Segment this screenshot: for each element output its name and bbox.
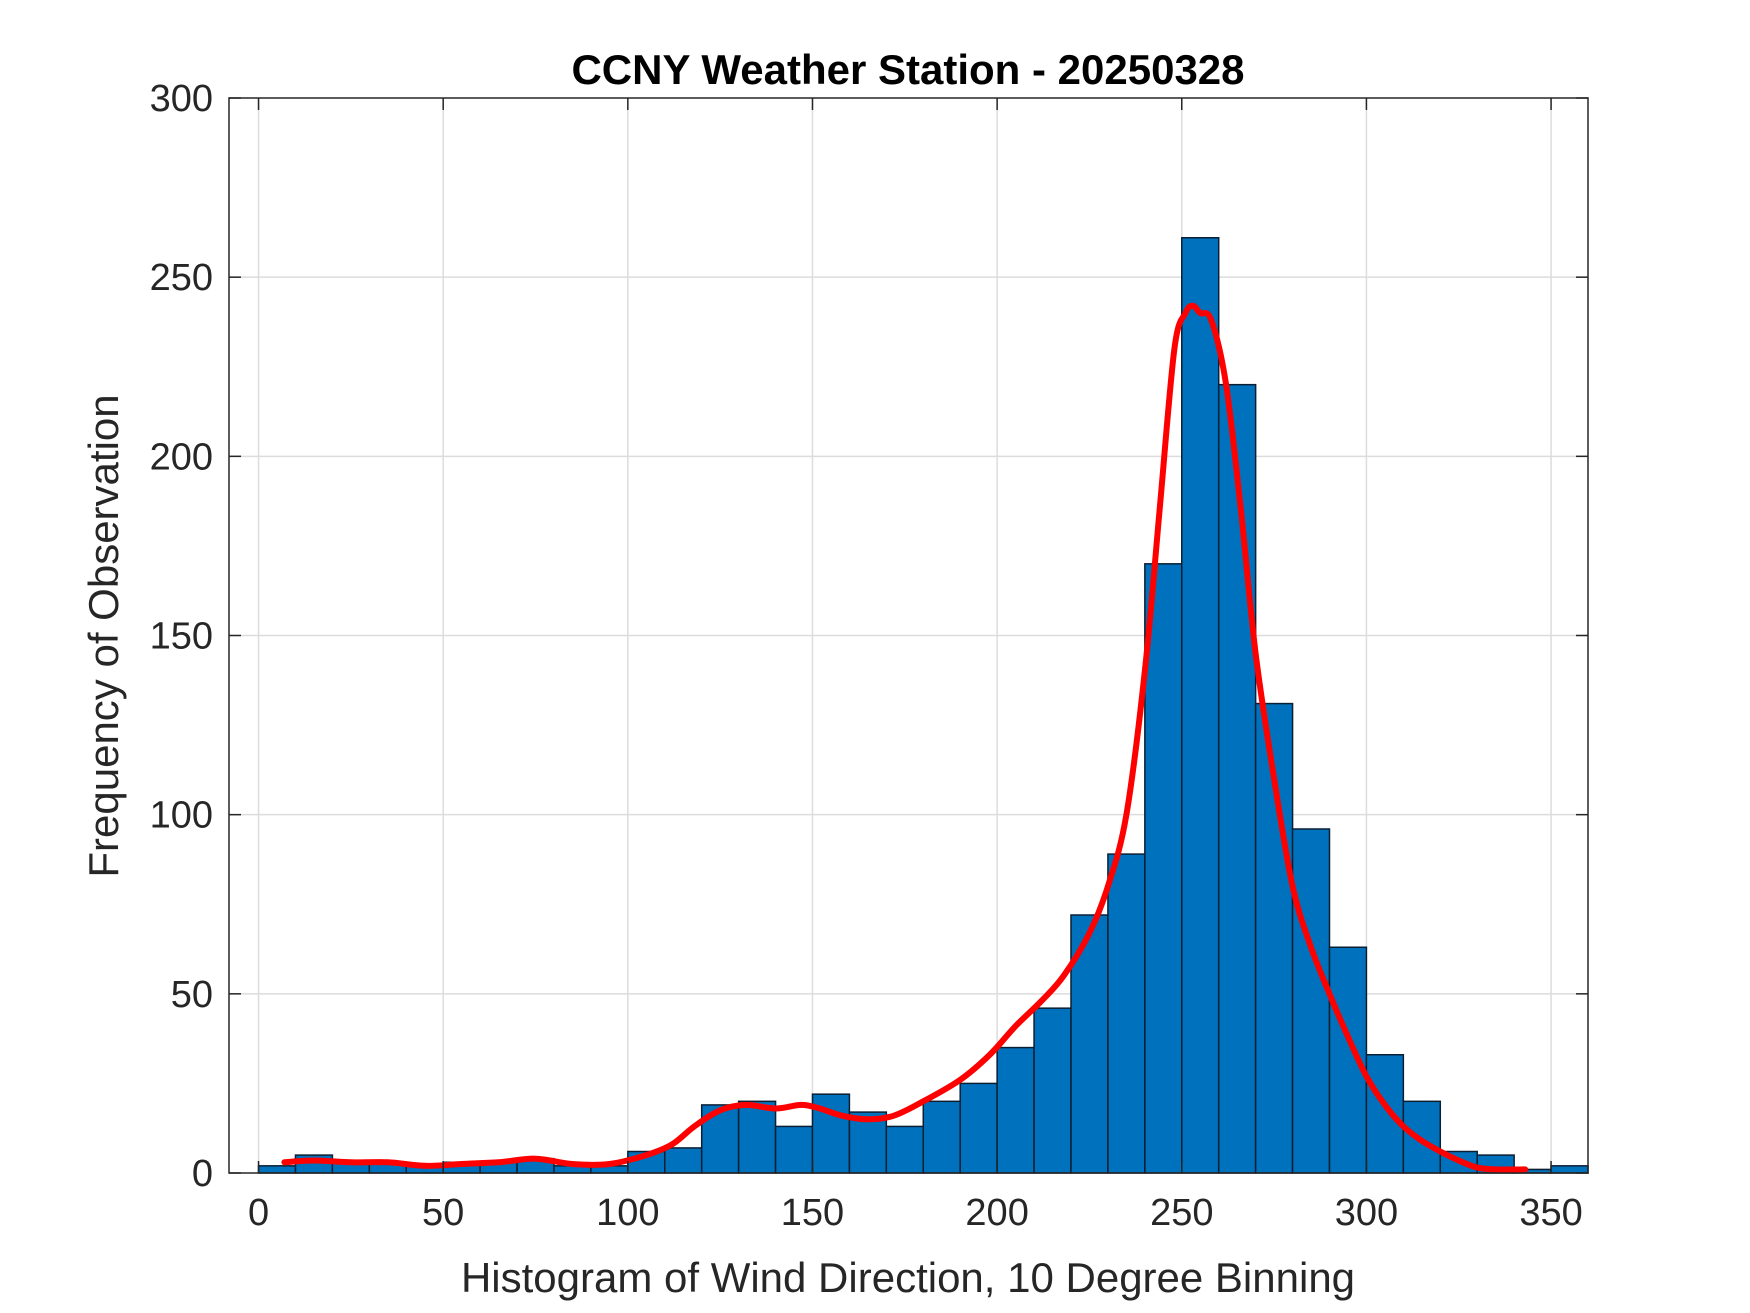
x-tick-labels: 0 50 100 150 200 250 300 350 (248, 1192, 1583, 1234)
y-tick-label: 100 (150, 795, 213, 837)
y-tick-label: 50 (171, 974, 213, 1016)
histogram-bar (774, 1125, 814, 1174)
x-tick-label: 350 (1519, 1192, 1582, 1234)
density-curve (281, 302, 1529, 1173)
y-axis-label: Frequency of Observation (80, 394, 127, 877)
histogram-bar (1365, 1054, 1405, 1174)
y-tick-label: 200 (150, 436, 213, 478)
histogram-bar (1217, 383, 1257, 1174)
y-tick-labels: 0 50 100 150 200 250 300 (150, 78, 213, 1195)
histogram-bar (1107, 853, 1146, 1174)
x-tick-label: 150 (781, 1192, 844, 1234)
chart-title: CCNY Weather Station - 20250328 (571, 46, 1244, 93)
x-axis-label: Histogram of Wind Direction, 10 Degree B… (461, 1254, 1355, 1301)
x-tick-label: 200 (965, 1192, 1028, 1234)
histogram-bar (996, 1046, 1035, 1174)
histogram-bar (257, 1165, 297, 1174)
y-tick-label: 250 (150, 257, 213, 299)
histogram-bar (959, 1082, 998, 1174)
tick-marks (229, 97, 1588, 1174)
x-tick-label: 250 (1150, 1192, 1213, 1234)
y-tick-label: 150 (150, 616, 213, 658)
x-tick-label: 300 (1335, 1192, 1398, 1234)
histogram-bar (1550, 1165, 1589, 1174)
x-tick-label: 100 (596, 1192, 659, 1234)
histogram-bar (1402, 1100, 1442, 1174)
histogram-bar (922, 1100, 961, 1174)
x-tick-label: 0 (248, 1192, 269, 1234)
y-tick-label: 300 (150, 78, 213, 120)
grid (229, 98, 1588, 1173)
histogram-bar (1181, 237, 1220, 1174)
x-tick-label: 50 (422, 1192, 464, 1234)
histogram-bar (1144, 563, 1183, 1174)
histogram-bar (885, 1125, 925, 1174)
histogram-bar (1033, 1007, 1072, 1174)
histogram-bar (737, 1100, 777, 1174)
histogram-bar (664, 1147, 703, 1174)
histogram-bar (1291, 828, 1331, 1174)
y-tick-label: 0 (192, 1153, 213, 1195)
